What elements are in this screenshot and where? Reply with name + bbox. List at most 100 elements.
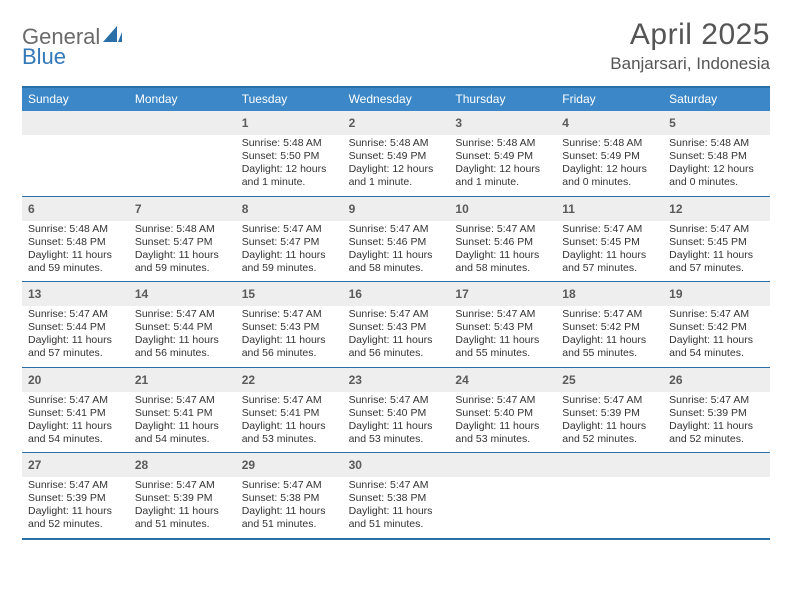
day-number (455, 458, 458, 472)
day-body: Sunrise: 5:47 AMSunset: 5:43 PMDaylight:… (449, 306, 556, 367)
sunrise-text: Sunrise: 5:47 AM (455, 394, 550, 407)
day-number: 11 (562, 202, 575, 216)
day-number-band (663, 453, 770, 477)
day-cell: 15Sunrise: 5:47 AMSunset: 5:43 PMDayligh… (236, 282, 343, 367)
sunrise-text: Sunrise: 5:47 AM (669, 223, 764, 236)
day-number: 15 (242, 287, 255, 301)
day-body: Sunrise: 5:48 AMSunset: 5:50 PMDaylight:… (236, 135, 343, 196)
day-number-band: 11 (556, 197, 663, 221)
day-number: 18 (562, 287, 575, 301)
day-number: 16 (349, 287, 362, 301)
day-number-band: 17 (449, 282, 556, 306)
day-number-band: 15 (236, 282, 343, 306)
day-cell: 25 Sunrise: 5:47 AMSunset: 5:39 PMDayligh… (556, 368, 663, 453)
day-number: 24 (455, 373, 468, 387)
day-number-band: 3 (449, 111, 556, 135)
day-cell: 24Sunrise: 5:47 AMSunset: 5:40 PMDayligh… (449, 368, 556, 453)
sunrise-text: Sunrise: 5:47 AM (455, 223, 550, 236)
daylight-text: Daylight: 12 hours and 0 minutes. (669, 163, 764, 189)
sunrise-text: Sunrise: 5:47 AM (562, 394, 657, 407)
sunset-text: Sunset: 5:46 PM (349, 236, 444, 249)
day-body: Sunrise: 5:47 AMSunset: 5:39 PMDaylight:… (129, 477, 236, 538)
sunset-text: Sunset: 5:44 PM (135, 321, 230, 334)
sunrise-text: Sunrise: 5:47 AM (242, 394, 337, 407)
daylight-text: Daylight: 11 hours and 57 minutes. (28, 334, 123, 360)
day-number: 22 (242, 373, 255, 387)
sunrise-text: Sunrise: 5:47 AM (349, 394, 444, 407)
day-body: Sunrise: 5:47 AMSunset: 5:41 PMDaylight:… (22, 392, 129, 453)
sunset-text: Sunset: 5:43 PM (242, 321, 337, 334)
sunrise-text: Sunrise: 5:47 AM (242, 479, 337, 492)
sunset-text: Sunset: 5:45 PM (669, 236, 764, 249)
sunrise-text: Sunrise: 5:47 AM (242, 223, 337, 236)
sunset-text: Sunset: 5:39 PM (669, 407, 764, 420)
sunset-text: Sunset: 5:47 PM (135, 236, 230, 249)
sunrise-text: Sunrise: 5:47 AM (135, 394, 230, 407)
daylight-text: Daylight: 11 hours and 58 minutes. (455, 249, 550, 275)
day-body: Sunrise: 5:47 AMSunset: 5:39 PMDaylight:… (556, 392, 663, 453)
daylight-text: Daylight: 11 hours and 54 minutes. (669, 334, 764, 360)
day-number-band: 13 (22, 282, 129, 306)
day-number: 12 (669, 202, 682, 216)
day-number-band: 19 (663, 282, 770, 306)
day-number: 23 (349, 373, 362, 387)
day-cell: 18Sunrise: 5:47 AMSunset: 5:42 PMDayligh… (556, 282, 663, 367)
sunset-text: Sunset: 5:43 PM (349, 321, 444, 334)
day-cell: 17Sunrise: 5:47 AMSunset: 5:43 PMDayligh… (449, 282, 556, 367)
day-number-band: 29 (236, 453, 343, 477)
day-number-band: 18 (556, 282, 663, 306)
sunset-text: Sunset: 5:49 PM (455, 150, 550, 163)
sunrise-text: Sunrise: 5:48 AM (28, 223, 123, 236)
day-number: 14 (135, 287, 148, 301)
sunrise-text: Sunrise: 5:47 AM (349, 223, 444, 236)
day-cell (22, 111, 129, 196)
sunset-text: Sunset: 5:41 PM (242, 407, 337, 420)
day-number: 27 (28, 458, 41, 472)
day-number: 2 (349, 116, 356, 130)
day-number: 20 (28, 373, 41, 387)
day-number: 25 (562, 373, 575, 387)
sunrise-text: Sunrise: 5:47 AM (135, 308, 230, 321)
day-number-band: 5 (663, 111, 770, 135)
day-number-band: 30 (343, 453, 450, 477)
sunrise-text: Sunrise: 5:47 AM (135, 479, 230, 492)
day-number-band: 14 (129, 282, 236, 306)
day-number-band: 27 (22, 453, 129, 477)
day-number-band: 6 (22, 197, 129, 221)
sunset-text: Sunset: 5:42 PM (562, 321, 657, 334)
daylight-text: Daylight: 11 hours and 54 minutes. (135, 420, 230, 446)
sunset-text: Sunset: 5:45 PM (562, 236, 657, 249)
daylight-text: Daylight: 11 hours and 54 minutes. (28, 420, 123, 446)
daylight-text: Daylight: 11 hours and 59 minutes. (28, 249, 123, 275)
dow-tuesday: Tuesday (236, 88, 343, 111)
daylight-text: Daylight: 11 hours and 52 minutes. (669, 420, 764, 446)
day-number (135, 116, 138, 130)
calendar: Sunday Monday Tuesday Wednesday Thursday… (22, 86, 770, 540)
sunset-text: Sunset: 5:46 PM (455, 236, 550, 249)
sunrise-text: Sunrise: 5:47 AM (242, 308, 337, 321)
day-cell: 7Sunrise: 5:48 AMSunset: 5:47 PMDaylight… (129, 197, 236, 282)
day-number-band (556, 453, 663, 477)
sunrise-text: Sunrise: 5:47 AM (669, 308, 764, 321)
day-body: Sunrise: 5:47 AMSunset: 5:43 PMDaylight:… (343, 306, 450, 367)
day-body: Sunrise: 5:47 AMSunset: 5:45 PMDaylight:… (556, 221, 663, 282)
day-body: Sunrise: 5:48 AMSunset: 5:47 PMDaylight:… (129, 221, 236, 282)
day-cell: 6Sunrise: 5:48 AMSunset: 5:48 PMDaylight… (22, 197, 129, 282)
daylight-text: Daylight: 11 hours and 51 minutes. (242, 505, 337, 531)
sunset-text: Sunset: 5:47 PM (242, 236, 337, 249)
day-body: Sunrise: 5:47 AMSunset: 5:46 PMDaylight:… (343, 221, 450, 282)
day-number-band (22, 111, 129, 135)
day-body: Sunrise: 5:47 AMSunset: 5:42 PMDaylight:… (663, 306, 770, 367)
daylight-text: Daylight: 11 hours and 57 minutes. (562, 249, 657, 275)
day-number-band: 16 (343, 282, 450, 306)
daylight-text: Daylight: 12 hours and 1 minute. (349, 163, 444, 189)
day-body: Sunrise: 5:47 AMSunset: 5:47 PMDaylight:… (236, 221, 343, 282)
day-body: Sunrise: 5:47 AMSunset: 5:38 PMDaylight:… (343, 477, 450, 538)
day-number: 29 (242, 458, 255, 472)
day-body: Sunrise: 5:47 AMSunset: 5:46 PMDaylight:… (449, 221, 556, 282)
page-title: April 2025 (610, 18, 770, 52)
day-cell: 4Sunrise: 5:48 AMSunset: 5:49 PMDaylight… (556, 111, 663, 196)
day-cell: 20 Sunrise: 5:47 AMSunset: 5:41 PMDayligh… (22, 368, 129, 453)
logo-text-blue-row: Blue (22, 44, 66, 70)
day-number-band: 26 (663, 368, 770, 392)
